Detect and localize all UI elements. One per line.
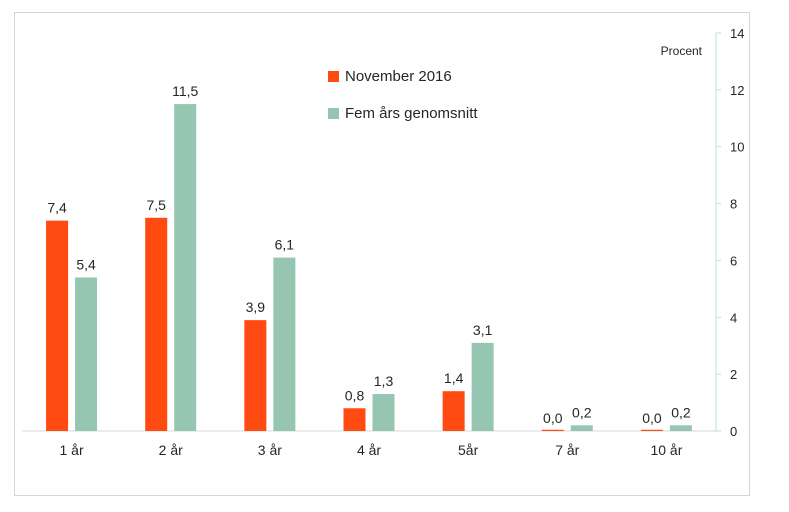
legend-label: Fem års genomsnitt [345,105,478,122]
data-label: 3,1 [473,322,493,338]
data-label: 0,0 [543,410,563,426]
bar [471,342,494,431]
y-tick-label: 4 [730,310,737,325]
x-tick-label: 3 år [258,442,282,458]
bar [174,104,197,432]
bar [541,429,564,431]
y-tick-label: 6 [730,253,737,268]
data-label: 5,4 [76,256,96,272]
x-tick-label: 7 år [555,442,579,458]
x-tick-label: 2 år [159,442,183,458]
data-label: 0,0 [642,410,662,426]
y-tick-label: 10 [730,140,744,155]
x-tick-label: 10 år [650,442,682,458]
x-tick-label: 5år [458,442,479,458]
data-label: 1,4 [444,370,464,386]
legend-swatch [328,71,339,82]
data-label: 11,5 [172,83,198,99]
x-tick-label: 1 år [60,442,84,458]
y-tick-label: 12 [730,83,744,98]
x-tick-label: 4 år [357,442,381,458]
data-label: 7,4 [47,200,67,216]
bar [46,220,69,431]
data-labels-group: 7,4 5,4 7,5 11,5 3,9 6,1 0,8 1,3 1,4 3,1 0,0 0,2 0,0… [47,83,691,426]
bar [273,257,296,431]
y-axis-unit-label: Procent [661,44,703,58]
legend-label: November 2016 [345,68,452,85]
data-label: 6,1 [275,237,295,253]
data-label: 3,9 [246,299,266,315]
data-label: 0,2 [671,404,691,420]
data-label: 0,8 [345,387,365,403]
y-tick-label: 2 [730,367,737,382]
bar [372,394,395,431]
legend: November 2016 Fem års genomsnitt [328,68,478,122]
y-tick-label: 14 [730,26,744,41]
bar [442,391,465,431]
data-label: 7,5 [146,197,166,213]
bar [640,429,663,431]
bar [244,320,267,431]
y-tick-label: 0 [730,424,737,439]
bars-group [46,104,692,432]
bar [669,425,692,431]
axes-group: 0 2 4 6 8 10 12 14 1 år 2 år 3 år 4 år 5år 7 år 10 år [22,26,744,458]
data-label: 0,2 [572,404,592,420]
bar [570,425,593,431]
data-label: 1,3 [374,373,394,389]
bar [145,217,168,431]
y-tick-label: 8 [730,197,737,212]
bar [75,277,98,431]
legend-swatch [328,108,339,119]
bar [343,408,366,431]
